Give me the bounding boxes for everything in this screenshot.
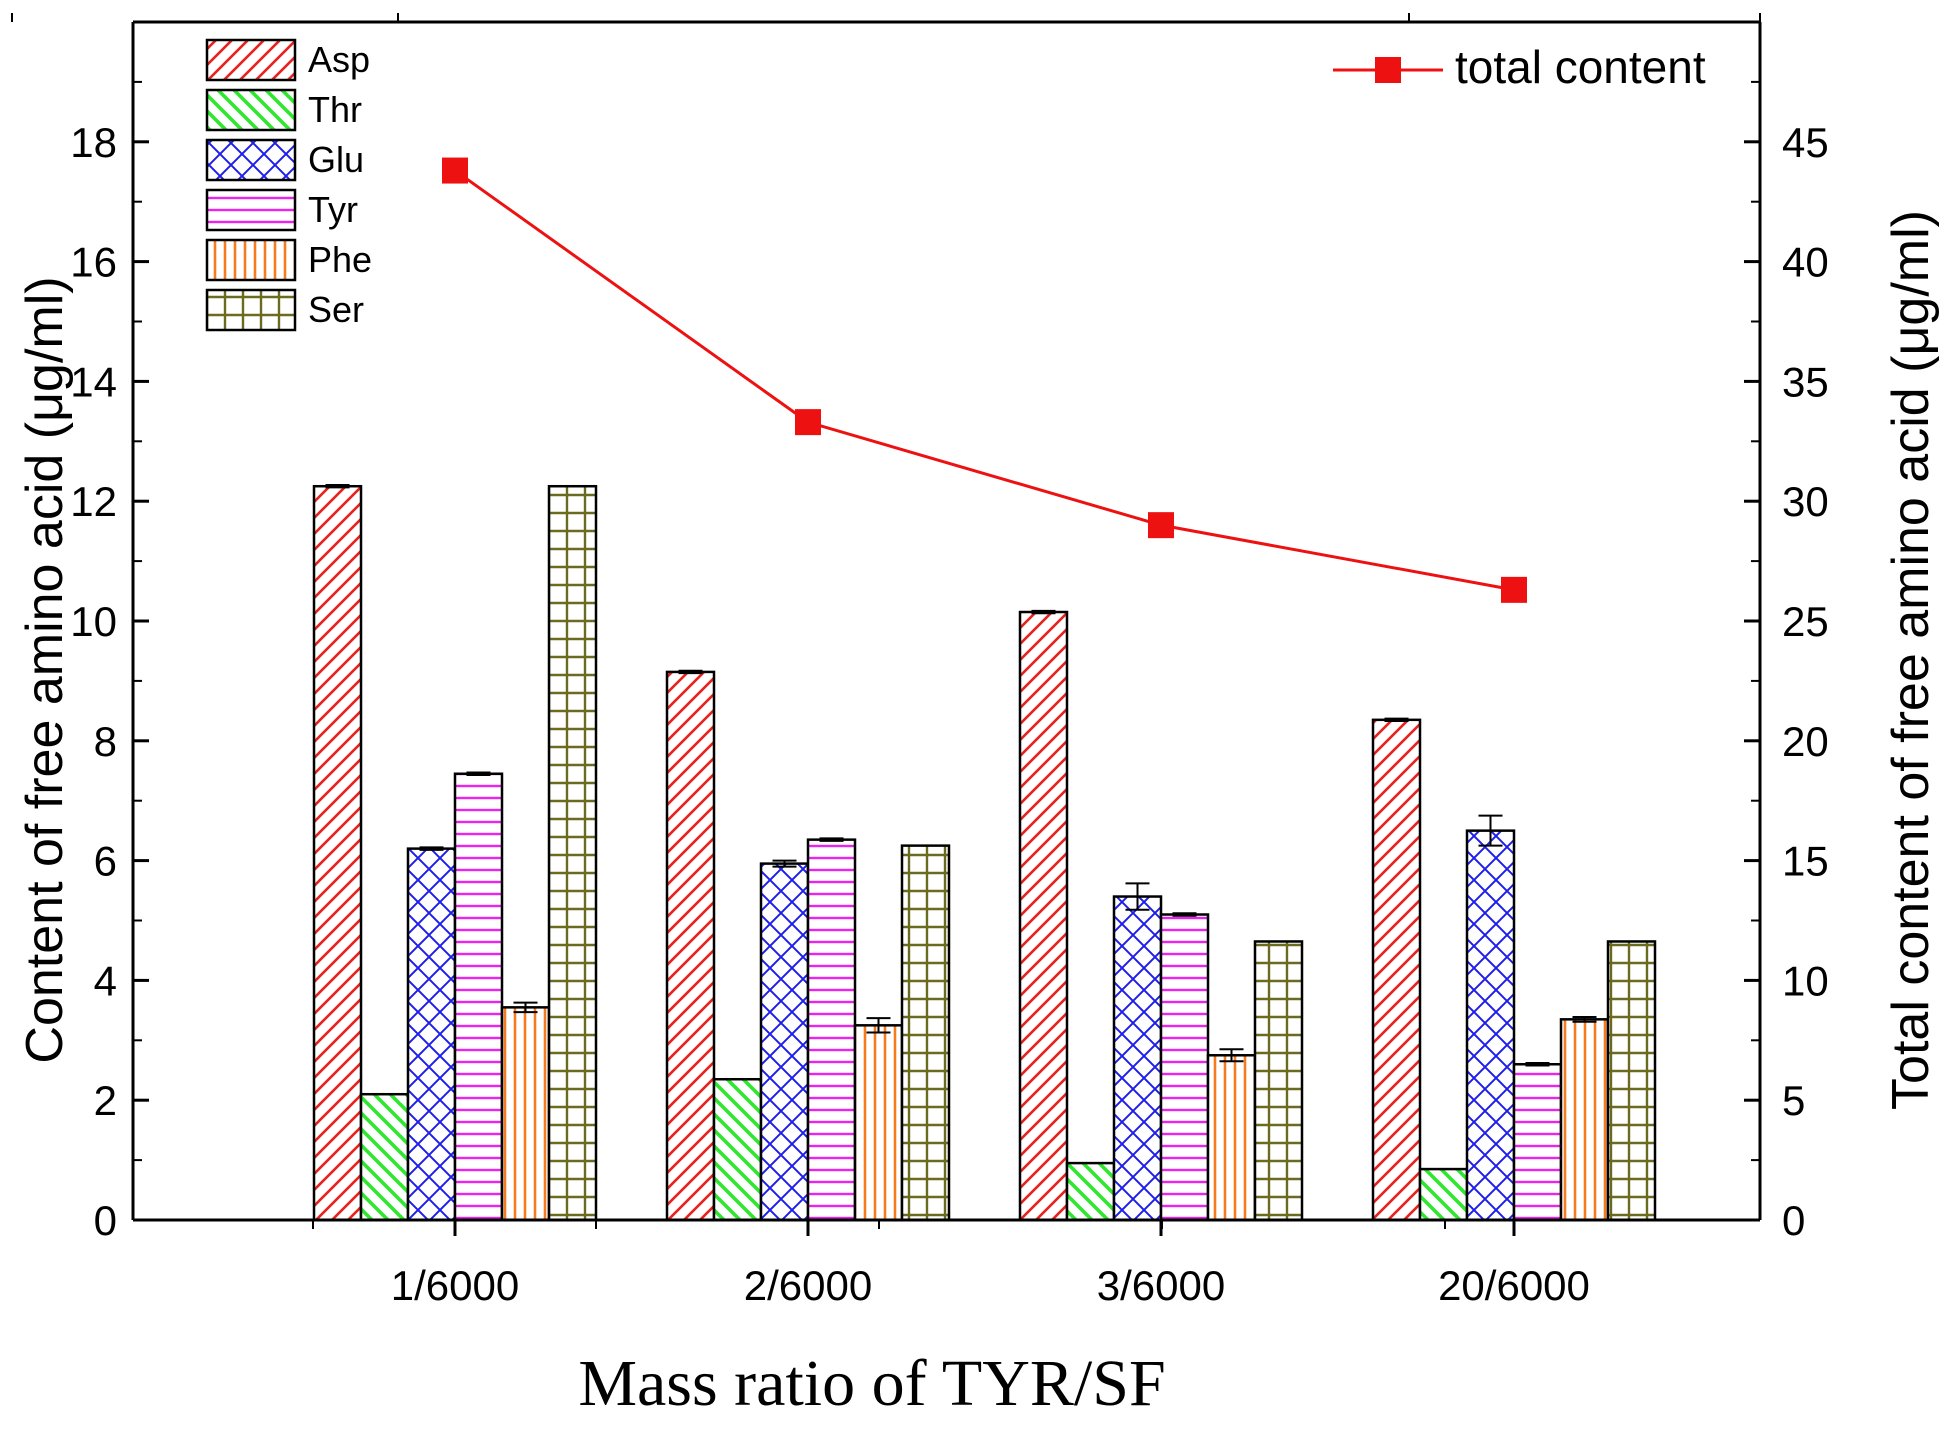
error-bar-phe-3 (1219, 1048, 1244, 1063)
legend-item-ser: Ser (205, 288, 364, 332)
total-content-point-1 (442, 157, 468, 184)
error-bar-asp-3 (1031, 609, 1056, 615)
y2-tick-label: 40 (1782, 239, 1829, 286)
total-content-point-3 (1148, 512, 1174, 539)
error-bar-glu-2 (772, 859, 797, 868)
legend-swatch (205, 188, 297, 232)
bar-glu-4 (1465, 829, 1516, 1222)
y-tick-label: 6 (94, 838, 117, 885)
bar-glu-1 (406, 847, 457, 1222)
y2-tick-label: 25 (1782, 598, 1829, 645)
y-tick-label: 4 (94, 957, 117, 1004)
x-tick-label: 20/6000 (1438, 1262, 1590, 1309)
bar-thr-4 (1418, 1167, 1469, 1222)
x-axis-label: Mass ratio of TYR/SF (578, 1347, 1165, 1420)
bar-asp-3 (1018, 610, 1069, 1222)
error-bar-glu-1 (419, 846, 444, 851)
error-bar-tyr-3 (1172, 912, 1197, 917)
total-content-point-4 (1501, 576, 1527, 603)
total-content-point-2 (795, 409, 821, 436)
y-tick-label: 8 (94, 718, 117, 765)
y2-tick-label: 0 (1782, 1197, 1805, 1244)
legend-item-total-content (1333, 57, 1443, 83)
y-tick-label: 16 (70, 239, 117, 286)
legend-label: Tyr (308, 189, 358, 230)
y-tick-label: 2 (94, 1077, 117, 1124)
legend-item-thr: Thr (205, 88, 362, 132)
bar-ser-3 (1253, 940, 1304, 1222)
y2-tick-label: 20 (1782, 718, 1829, 765)
bar-asp-2 (665, 670, 716, 1222)
y2-tick-label: 15 (1782, 838, 1829, 885)
error-bar-glu-4 (1478, 814, 1503, 847)
y2-tick-label: 45 (1782, 119, 1829, 166)
error-bar-tyr-2 (819, 837, 844, 842)
bar-tyr-2 (806, 838, 857, 1222)
legend-swatch (205, 38, 297, 82)
bar-thr-3 (1065, 1161, 1116, 1222)
bar-thr-2 (712, 1077, 763, 1222)
bar-ser-1 (547, 484, 598, 1222)
legend-label: Ser (308, 289, 364, 330)
bar-ser-4 (1606, 940, 1657, 1222)
y-tick-label: 18 (70, 119, 117, 166)
error-bar-asp-1 (325, 484, 350, 489)
y-tick-label: 14 (70, 358, 117, 405)
bars-group (312, 484, 1657, 1222)
error-bar-phe-2 (866, 1017, 891, 1034)
bar-glu-3 (1112, 895, 1163, 1222)
legend-swatch (205, 238, 297, 282)
total-content-line-group (442, 157, 1527, 603)
error-bar-glu-3 (1125, 882, 1150, 911)
legend-label: Thr (308, 89, 362, 130)
bar-phe-4 (1559, 1018, 1610, 1222)
legend: Asp Thr Glu Tyr Phe Ser (205, 38, 1443, 332)
bar-phe-1 (500, 1006, 551, 1222)
bar-phe-2 (853, 1024, 904, 1222)
bar-thr-1 (359, 1092, 410, 1222)
total-content-line (454, 169, 1515, 592)
legend-item-asp: Asp (205, 38, 370, 82)
y-tick-label: 12 (70, 478, 117, 525)
y-tick-label: 10 (70, 598, 117, 645)
bar-asp-4 (1371, 718, 1422, 1222)
error-bars-group (325, 484, 1597, 1067)
error-bar-asp-4 (1384, 717, 1409, 723)
legend-label: Asp (308, 39, 370, 80)
bar-ser-2 (900, 844, 951, 1222)
bar-asp-1 (312, 484, 363, 1222)
bar-tyr-1 (453, 772, 504, 1222)
axes-group: 0 2 4 6 8 10 12 14 16 18 0 5 10 15 20 25 30 35 40 45 1/6000 2… (11, 13, 1829, 1309)
y-tick-label: 0 (94, 1197, 117, 1244)
error-bar-tyr-4 (1525, 1062, 1550, 1067)
legend-swatch (205, 288, 297, 332)
error-bar-tyr-1 (466, 771, 491, 776)
legend-item-tyr: Tyr (205, 188, 358, 232)
y2-tick-label: 35 (1782, 358, 1829, 405)
y2-tick-label: 30 (1782, 478, 1829, 525)
bar-tyr-3 (1159, 913, 1210, 1222)
y-axis-label: Content of free amino acid (μg/ml) (16, 276, 74, 1063)
legend-line-marker (1375, 57, 1401, 83)
legend-item-glu: Glu (205, 138, 364, 182)
legend-swatch (205, 138, 297, 182)
y2-tick-label: 5 (1782, 1077, 1805, 1124)
x-tick-label: 1/6000 (391, 1262, 519, 1309)
y2-axis-label: Total content of free amino acid (μg/ml) (1882, 210, 1940, 1110)
y2-tick-label: 10 (1782, 957, 1829, 1004)
line-legend-label: total content (1455, 41, 1706, 93)
legend-label: Glu (308, 139, 364, 180)
bar-tyr-4 (1512, 1063, 1563, 1222)
error-bar-phe-1 (513, 1001, 538, 1014)
bar-glu-2 (759, 862, 810, 1222)
x-tick-label: 3/6000 (1097, 1262, 1225, 1309)
legend-swatch (205, 88, 297, 132)
error-bar-phe-4 (1572, 1015, 1597, 1023)
error-bar-asp-2 (678, 669, 703, 675)
legend-label: Phe (308, 239, 372, 280)
bar-phe-3 (1206, 1054, 1257, 1222)
legend-item-phe: Phe (205, 238, 372, 282)
x-tick-label: 2/6000 (744, 1262, 872, 1309)
